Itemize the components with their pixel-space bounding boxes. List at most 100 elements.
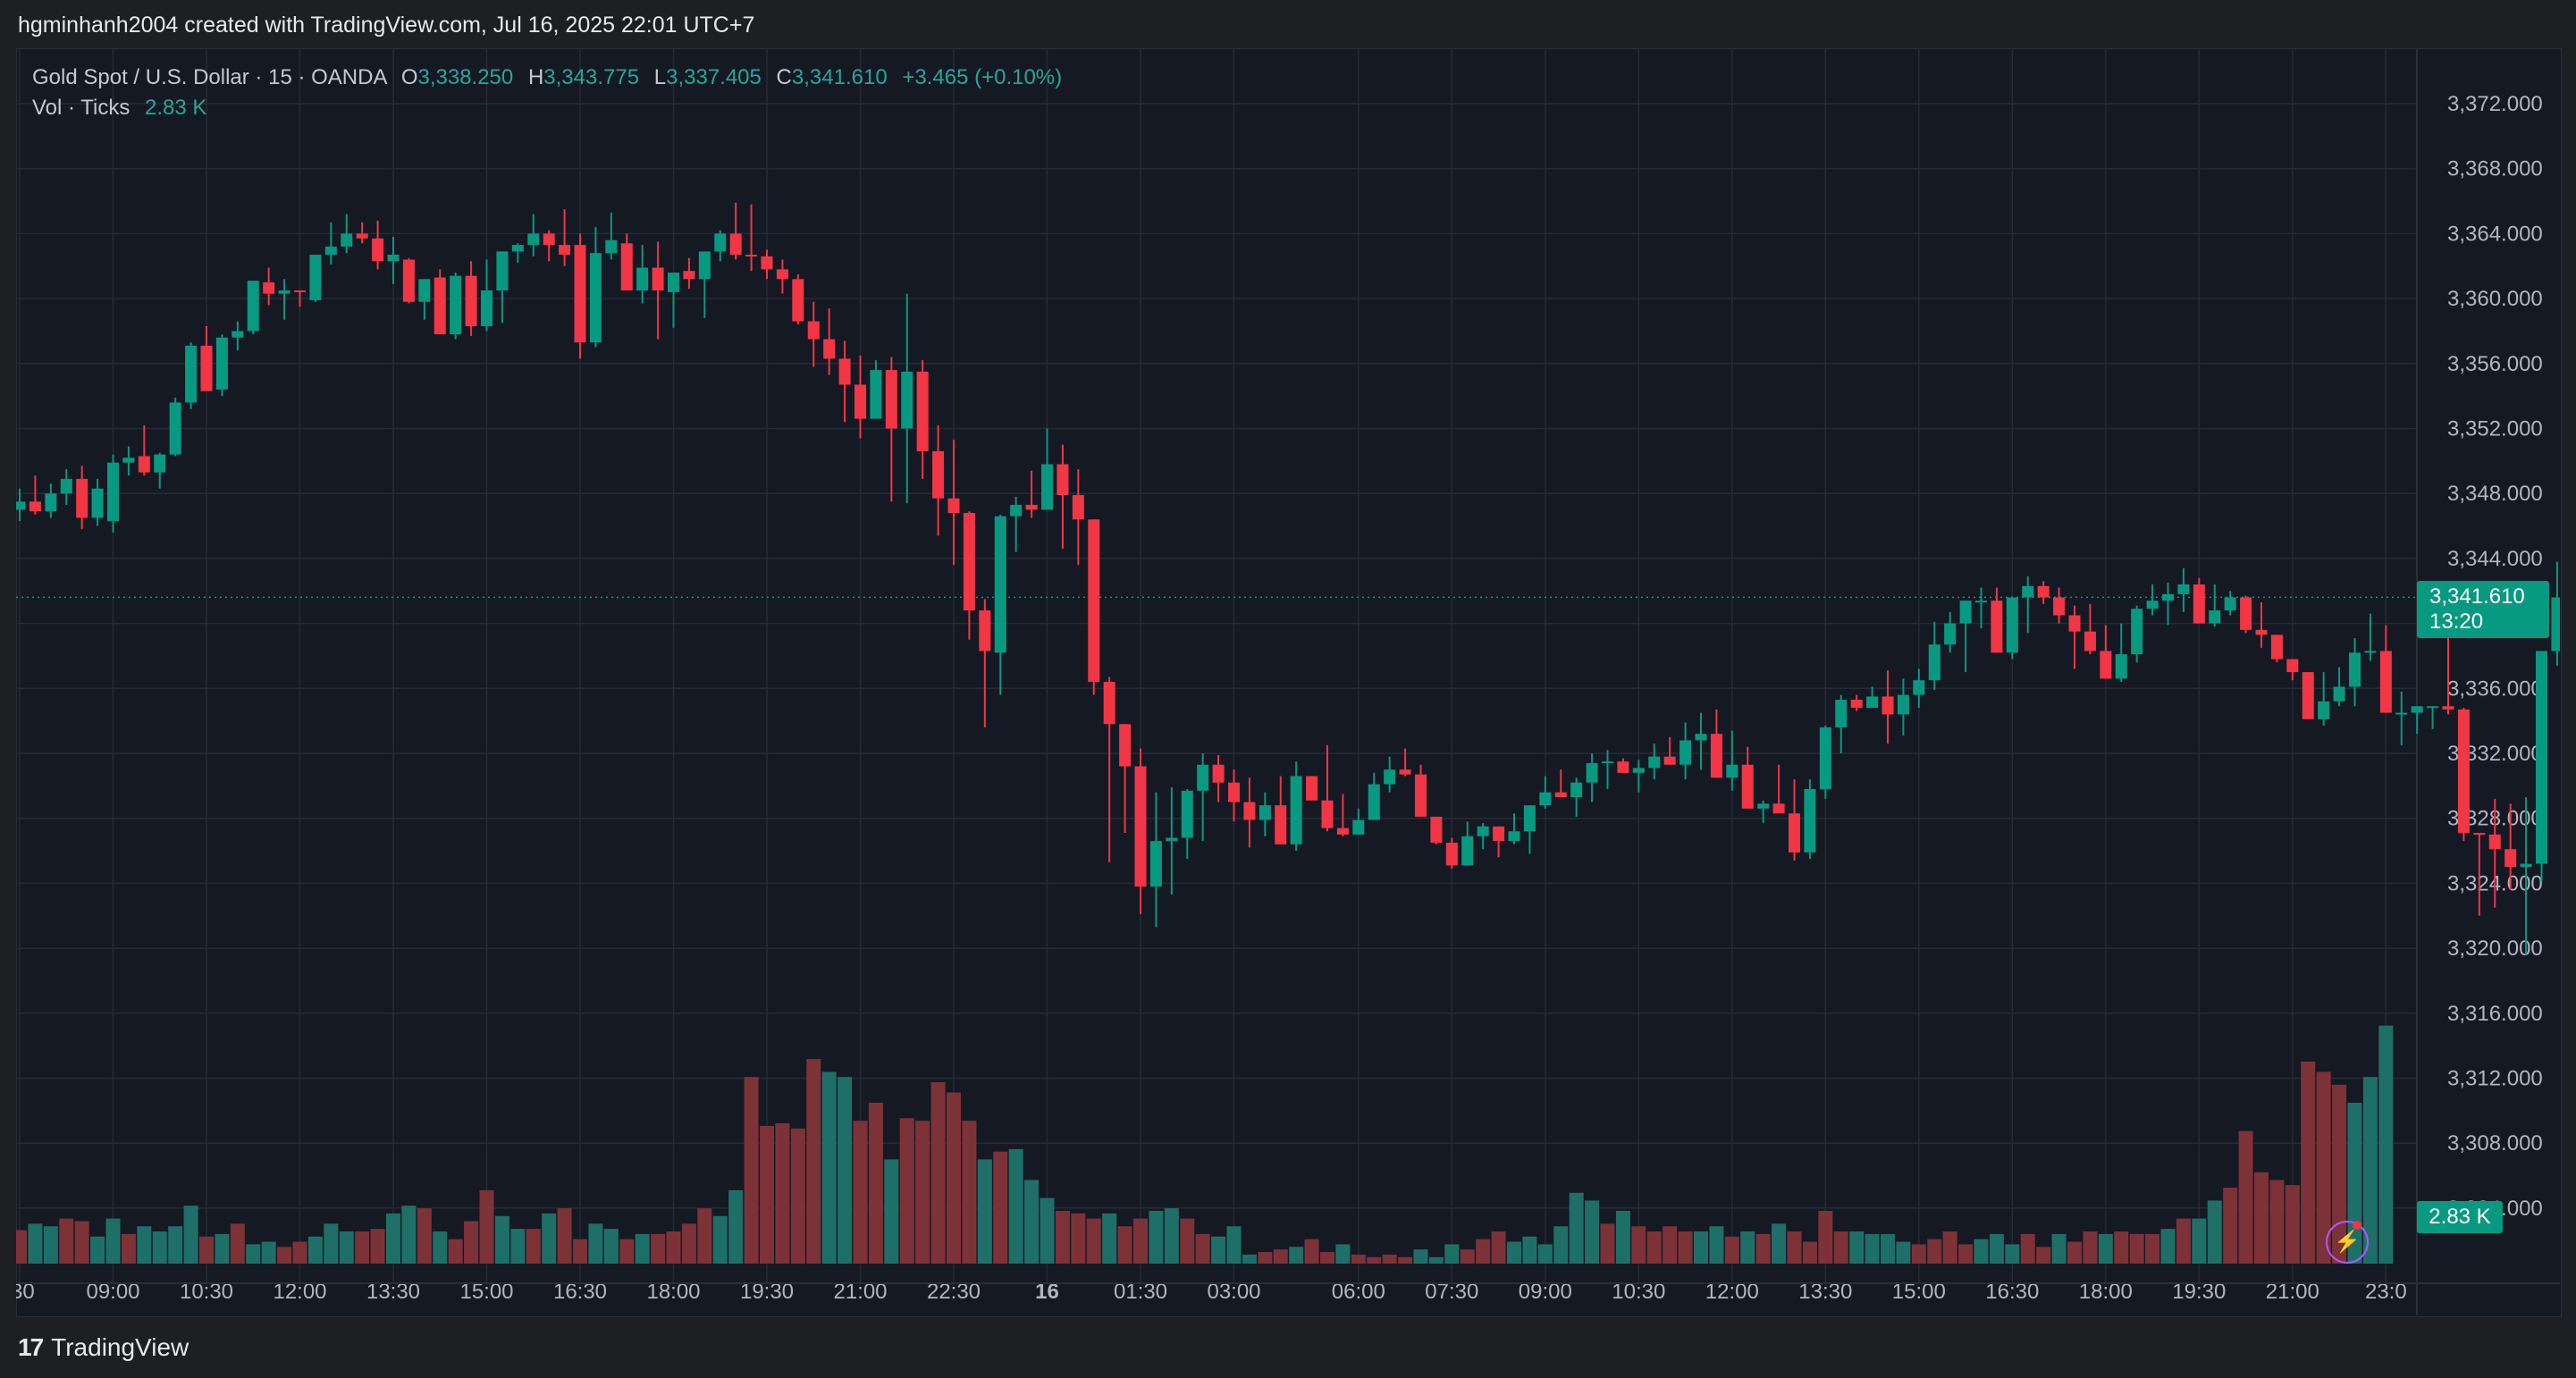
volume-bar — [821, 1071, 837, 1264]
volume-bar — [526, 1229, 541, 1264]
volume-bar — [386, 1213, 400, 1264]
candle-body — [1602, 761, 1613, 764]
candle-body — [2395, 712, 2408, 715]
last-price-value: 3,341.610 — [2429, 584, 2525, 609]
candle-body — [1789, 813, 1800, 853]
candle-body — [2084, 631, 2096, 651]
lightning-icon[interactable]: ⚡ — [2326, 1221, 2369, 1264]
candle-body — [1804, 788, 1816, 853]
candle-body — [1197, 764, 1209, 791]
candle-body — [2551, 597, 2560, 651]
candle-body — [1461, 836, 1474, 866]
y-tick-label: 3,364.000 — [2447, 222, 2543, 246]
volume-bar — [433, 1231, 448, 1264]
candle-body — [792, 279, 804, 322]
candle-body — [263, 281, 275, 294]
candle-body — [1212, 764, 1225, 783]
volume-bar — [1428, 1256, 1444, 1264]
tradingview-brand[interactable]: 17 TradingView — [18, 1333, 189, 1362]
candle-body — [543, 233, 555, 246]
high-key: H — [527, 65, 544, 89]
volume-bar — [1071, 1213, 1086, 1264]
volume-bar — [230, 1223, 245, 1264]
candle-body — [481, 290, 492, 326]
volume-bar — [2254, 1172, 2269, 1264]
volume-label[interactable]: Vol · Ticks — [32, 96, 130, 120]
open-key: O — [400, 65, 418, 89]
volume-bar — [510, 1229, 526, 1264]
volume-bar — [1024, 1180, 1040, 1264]
y-tick-label: 3,360.000 — [2447, 287, 2543, 311]
volume-bar — [1211, 1236, 1226, 1264]
volume-bar — [603, 1229, 619, 1264]
volume-bar — [2362, 1077, 2378, 1264]
candle-body — [1336, 828, 1349, 835]
volume-bar — [16, 1230, 27, 1264]
candle-body — [45, 493, 57, 512]
candle-body — [76, 478, 88, 518]
symbol-label[interactable]: Gold Spot / U.S. Dollar · 15 · OANDA — [32, 65, 387, 89]
volume-bar — [1958, 1244, 1974, 1264]
volume-bar — [744, 1077, 759, 1264]
volume-bar — [868, 1103, 883, 1264]
volume-bar — [962, 1121, 977, 1264]
volume-bar — [2301, 1061, 2316, 1264]
volume-bar — [1476, 1239, 1491, 1264]
candle-body — [1103, 682, 1115, 725]
y-tick-label: 3,356.000 — [2447, 352, 2543, 376]
candle-body — [511, 245, 524, 252]
volume-bar — [775, 1123, 790, 1264]
candle-body — [247, 281, 259, 332]
volume-bar — [494, 1215, 509, 1264]
candle-body — [1757, 803, 1770, 809]
candle-body — [1243, 802, 1256, 820]
y-tick-label: 3,352.000 — [2447, 417, 2543, 441]
volume-bar — [2223, 1188, 2238, 1264]
price-chart[interactable]: 3,372.000 3,368.000 3,364.000 3,360.000 3,35… — [16, 48, 2560, 1315]
volume-bar — [1740, 1231, 1755, 1264]
volume-bar — [1631, 1226, 1646, 1264]
candle-body — [2224, 597, 2236, 611]
volume-bar — [1537, 1244, 1553, 1264]
candle-body — [356, 233, 368, 239]
volume-bar — [790, 1128, 805, 1264]
notification-dot — [2353, 1221, 2361, 1230]
volume-bar — [977, 1159, 992, 1264]
candle-body — [916, 371, 929, 451]
volume-bar — [2207, 1200, 2222, 1264]
volume-bar — [215, 1233, 230, 1264]
candle-body — [169, 402, 181, 455]
y-tick-label: 3,372.000 — [2447, 92, 2543, 116]
volume-bar — [542, 1213, 557, 1264]
candle-body — [1149, 841, 1162, 887]
volume-bar — [277, 1247, 292, 1264]
volume-bar — [1585, 1200, 1600, 1264]
candle-body — [1850, 700, 1863, 709]
candle-body — [2193, 584, 2205, 624]
volume-bar — [2020, 1233, 2035, 1264]
volume-bar — [681, 1223, 696, 1264]
candle-body — [761, 256, 773, 270]
volume-bar — [651, 1233, 666, 1264]
candle-body — [309, 255, 322, 300]
candle-body — [605, 239, 618, 254]
volume-bar — [1444, 1244, 1460, 1264]
volume-bar — [760, 1125, 774, 1264]
y-tick-label: 3,316.000 — [2447, 1002, 2543, 1026]
volume-bar — [588, 1223, 603, 1264]
low-value: 3,337.405 — [666, 65, 762, 89]
candle-body — [1710, 734, 1722, 778]
volume-bar — [1367, 1256, 1382, 1264]
candle-body — [1866, 696, 1879, 709]
volume-bar — [1772, 1223, 1787, 1264]
volume-bar — [199, 1236, 214, 1264]
candle-body — [2162, 593, 2174, 601]
candle-body — [122, 458, 135, 463]
volume-bar — [1663, 1226, 1678, 1264]
candle-body — [2411, 706, 2423, 713]
candle-body — [1088, 519, 1100, 683]
volume-bar — [1615, 1210, 1630, 1264]
volume-bar — [1335, 1244, 1351, 1264]
volume-bar — [28, 1223, 43, 1264]
footer-bar: 17 TradingView — [0, 1321, 2576, 1378]
